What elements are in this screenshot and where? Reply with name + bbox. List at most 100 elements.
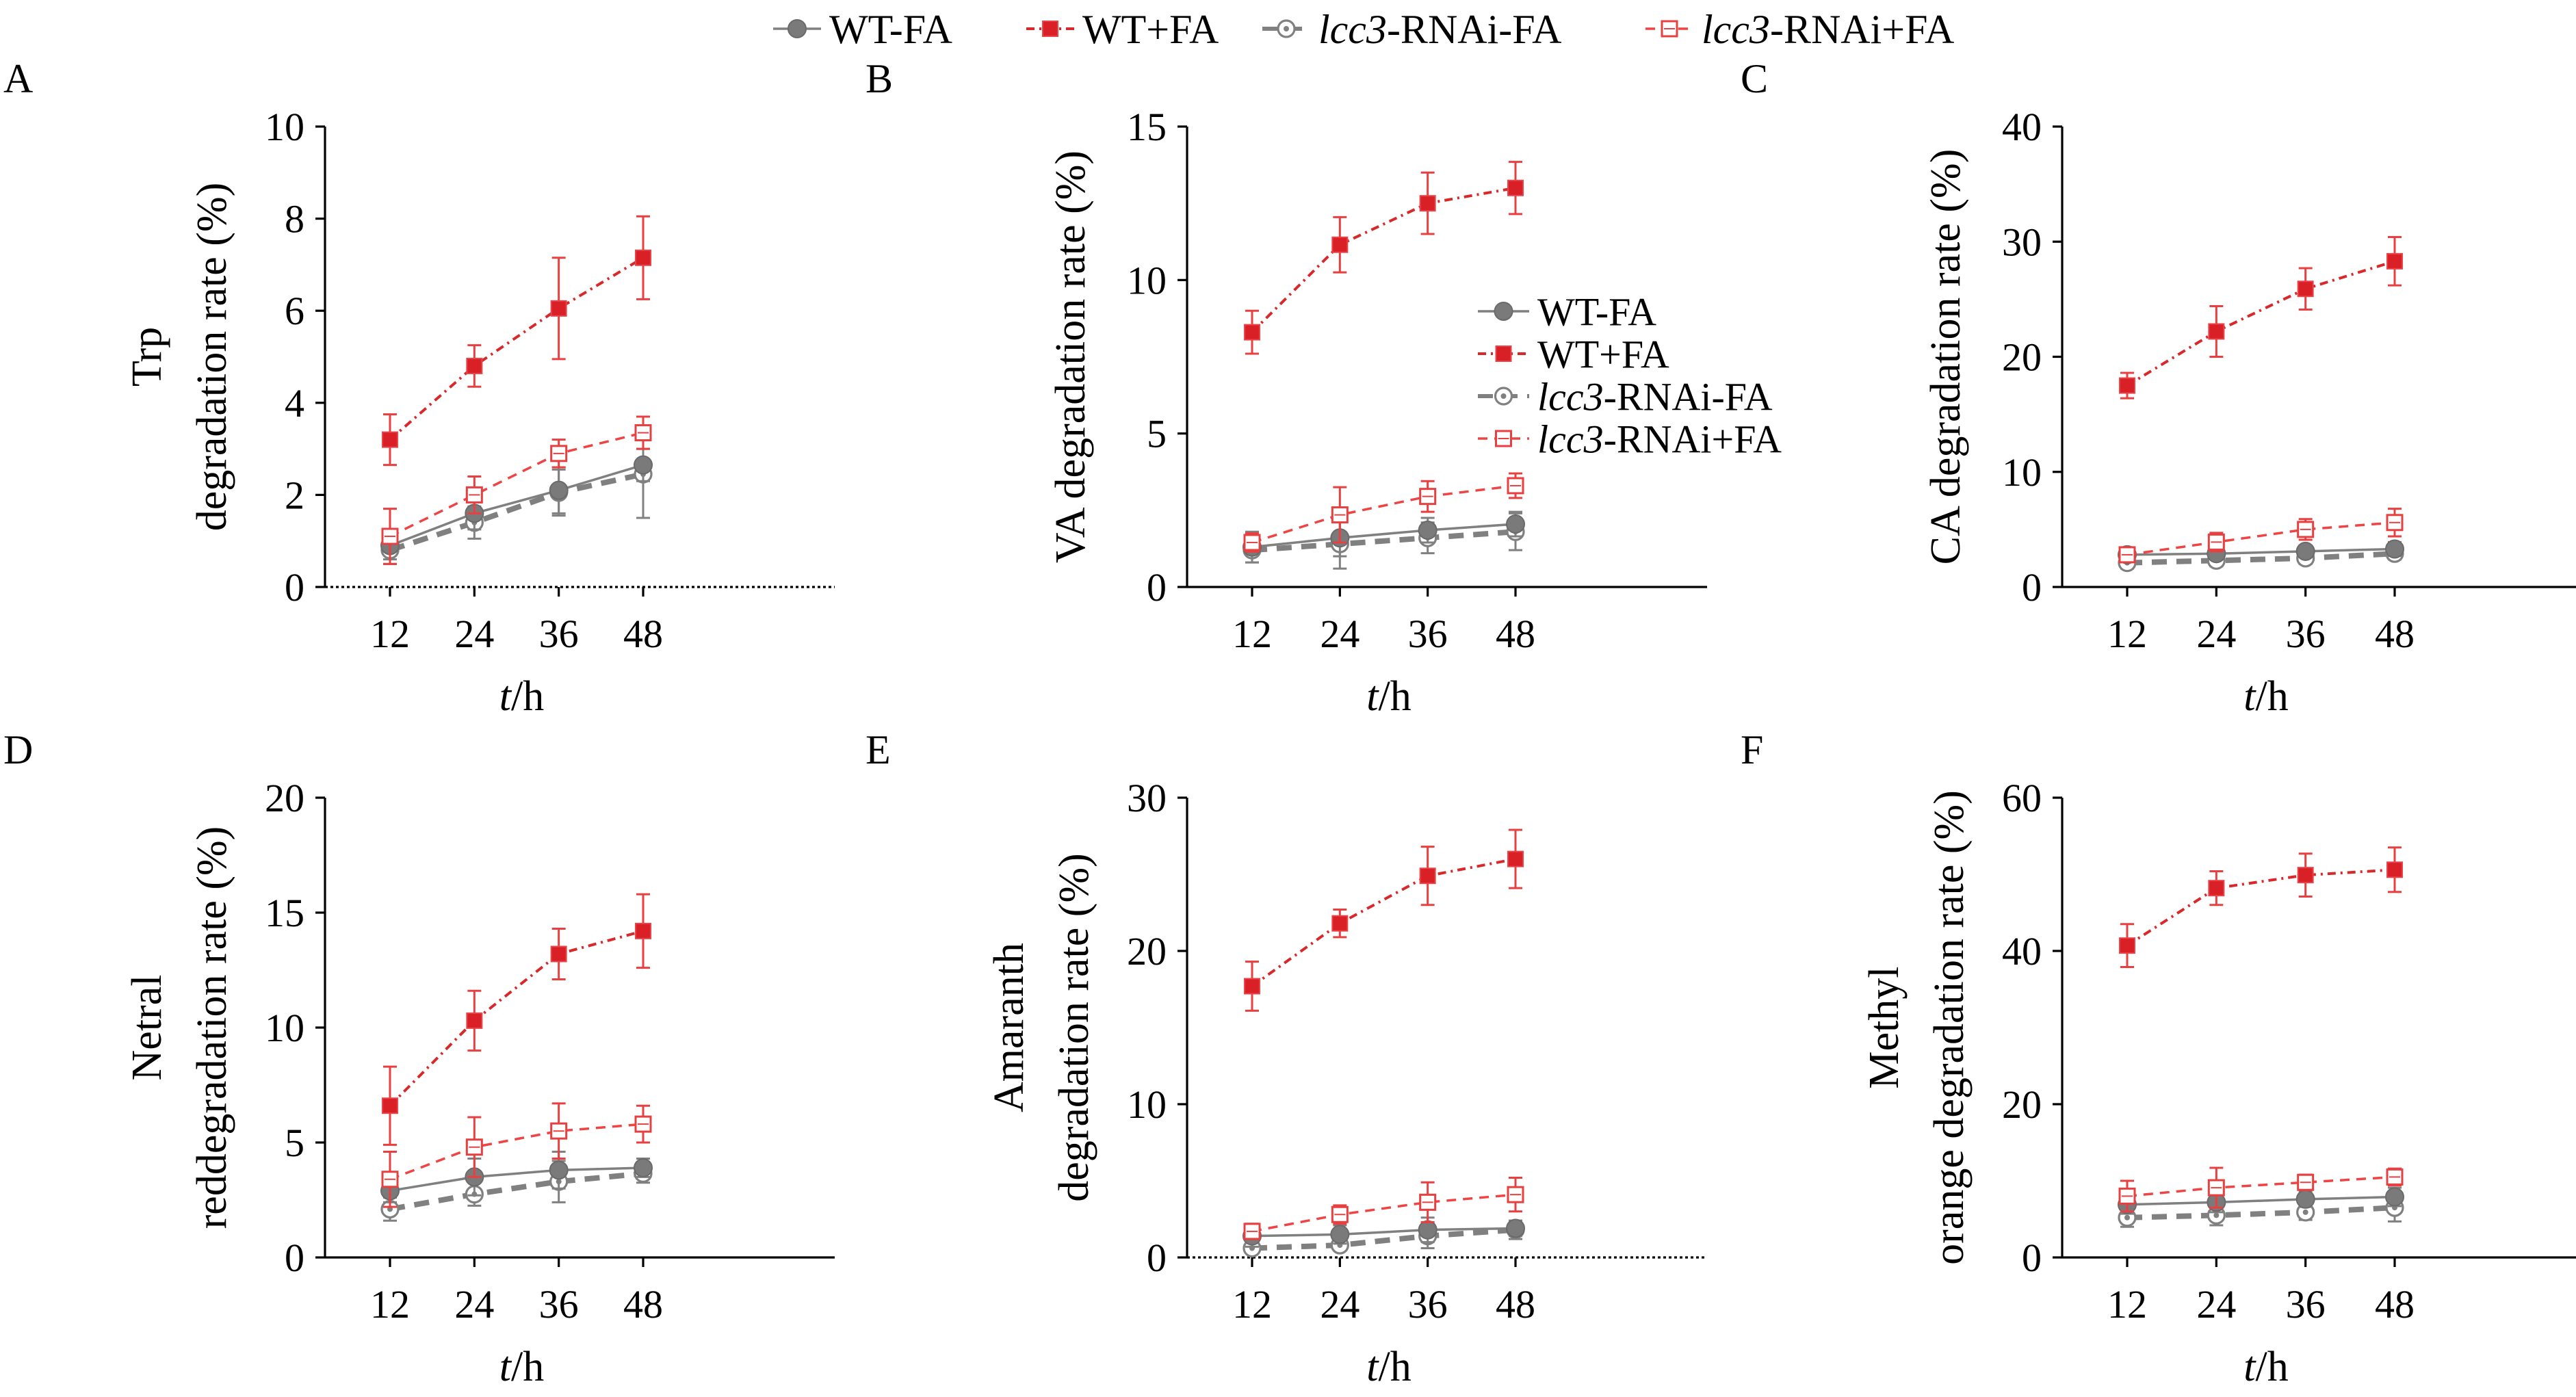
series-line xyxy=(2126,1205,2395,1220)
y-tick-label: 15 xyxy=(1127,105,1167,149)
series-line xyxy=(2126,1175,2395,1198)
x-axis-label: t/h xyxy=(499,673,544,720)
panel-letter: E xyxy=(866,727,891,772)
panel-letter: F xyxy=(1741,727,1763,772)
series-line xyxy=(389,929,644,1107)
y-axis-label: reddegradation rate (%) xyxy=(189,826,235,1229)
series-line xyxy=(1251,1193,1516,1233)
legend-label-1: WT+FA xyxy=(1082,7,1219,52)
data-point xyxy=(1507,179,1524,196)
series-line xyxy=(1251,186,1516,334)
series-WT+FA xyxy=(2119,236,2403,400)
data-point xyxy=(2385,1187,2404,1207)
y-tick-label: 20 xyxy=(1127,929,1167,974)
y-tick-label: 0 xyxy=(1147,565,1167,610)
y-tick-label: 10 xyxy=(2002,450,2042,495)
data-point xyxy=(549,480,569,500)
data-point xyxy=(1418,1220,1437,1240)
y-axis-label: degradation rate (%) xyxy=(1051,853,1097,1202)
panel-E: E 0 10 20 30 12 24 36 48 t/h Amaranth degradation r… xyxy=(866,727,1707,1390)
data-point xyxy=(2297,280,2314,298)
series-line xyxy=(389,463,644,547)
y-tick-label: 30 xyxy=(1127,776,1167,820)
data-point xyxy=(634,455,653,475)
x-tick-label: 24 xyxy=(1320,1282,1359,1327)
panel-letter: B xyxy=(866,56,893,101)
data-point xyxy=(634,1158,653,1177)
x-tick-label: 36 xyxy=(539,612,579,656)
series-WT-FA xyxy=(380,447,653,561)
legend-marker-2-dot xyxy=(1500,393,1507,399)
series-lcc3-RNAi-FA xyxy=(1243,512,1525,570)
series-line xyxy=(1251,857,1516,988)
legend-marker-0 xyxy=(788,19,807,38)
x-axis-label: t/h xyxy=(1366,1344,1411,1390)
y-tick-label: 40 xyxy=(2002,105,2042,149)
y-tick-label: 15 xyxy=(265,891,304,935)
data-point xyxy=(2208,323,2225,340)
y-tick-label: 60 xyxy=(2002,776,2042,820)
y-tick-label: 2 xyxy=(285,473,304,517)
panel-letter: A xyxy=(3,56,33,101)
data-point xyxy=(635,249,651,266)
data-point xyxy=(2385,539,2404,559)
x-tick-label: 12 xyxy=(2107,612,2147,656)
series-WT+FA xyxy=(1244,161,1524,355)
series-WT-FA xyxy=(1243,1216,1525,1248)
data-point xyxy=(550,945,567,963)
x-tick-label: 36 xyxy=(539,1282,579,1327)
data-point xyxy=(2295,1189,2315,1209)
series-line xyxy=(2126,521,2395,556)
x-tick-label: 48 xyxy=(2375,1282,2415,1327)
legend-label-0: WT-FA xyxy=(829,7,952,52)
legend-label-0: WT-FA xyxy=(1537,289,1656,334)
series-line xyxy=(2126,868,2395,947)
data-point xyxy=(549,1160,569,1180)
y-axis-label: Netral xyxy=(124,975,170,1081)
y-tick-label: 5 xyxy=(285,1121,304,1165)
legend-label-3: lcc3-RNAi+FA xyxy=(1537,417,1782,461)
y-tick-label: 10 xyxy=(1127,1082,1167,1127)
data-point xyxy=(1506,514,1525,534)
y-tick-label: 0 xyxy=(2022,1236,2042,1280)
data-point xyxy=(1419,195,1436,212)
y-tick-label: 0 xyxy=(285,565,304,610)
y-axis-label: orange degradation rate (%) xyxy=(1926,790,1973,1265)
x-tick-label: 36 xyxy=(2286,612,2326,656)
y-tick-label: 0 xyxy=(285,1236,304,1280)
series-line xyxy=(389,431,644,538)
legend-marker-0 xyxy=(1494,302,1513,321)
data-point-dot xyxy=(2302,1209,2308,1215)
series-line xyxy=(389,471,644,553)
series-lcc3-RNAi+FA xyxy=(1243,472,1524,553)
y-tick-label: 10 xyxy=(265,105,304,149)
x-tick-label: 24 xyxy=(454,1282,494,1327)
y-tick-label: 20 xyxy=(265,776,304,820)
x-tick-label: 12 xyxy=(2107,1282,2147,1327)
data-point xyxy=(1418,520,1437,540)
y-tick-label: 30 xyxy=(2002,220,2042,264)
series-lcc3-RNAi+FA xyxy=(381,1102,652,1208)
series-line xyxy=(2126,547,2395,556)
y-axis-label: VA degradation rate (%) xyxy=(1048,151,1094,563)
data-point xyxy=(2386,861,2403,878)
x-tick-label: 36 xyxy=(1408,612,1448,656)
series-line xyxy=(1251,484,1516,544)
data-point-dot xyxy=(2213,1212,2220,1218)
x-axis-label: t/h xyxy=(1366,673,1411,720)
x-tick-label: 12 xyxy=(370,1282,410,1327)
series-WT-FA xyxy=(1243,510,1525,564)
series-WT+FA xyxy=(382,893,651,1146)
legend-label-2: lcc3-RNAi-FA xyxy=(1318,7,1562,52)
y-tick-label: 0 xyxy=(2022,565,2042,610)
y-tick-label: 40 xyxy=(2002,929,2042,974)
legend-label-3: lcc3-RNAi+FA xyxy=(1702,7,1954,52)
panel-D: D 0 5 10 15 20 12 24 36 48 t/h Netral reddegradation… xyxy=(3,727,835,1390)
series-line xyxy=(389,1123,644,1181)
y-axis-label: Amaranth xyxy=(986,943,1032,1112)
series-line xyxy=(1251,1227,1516,1238)
data-point xyxy=(1507,850,1524,867)
data-point xyxy=(2119,377,2135,394)
x-axis-label: t/h xyxy=(499,1344,544,1390)
data-point xyxy=(1331,915,1349,932)
